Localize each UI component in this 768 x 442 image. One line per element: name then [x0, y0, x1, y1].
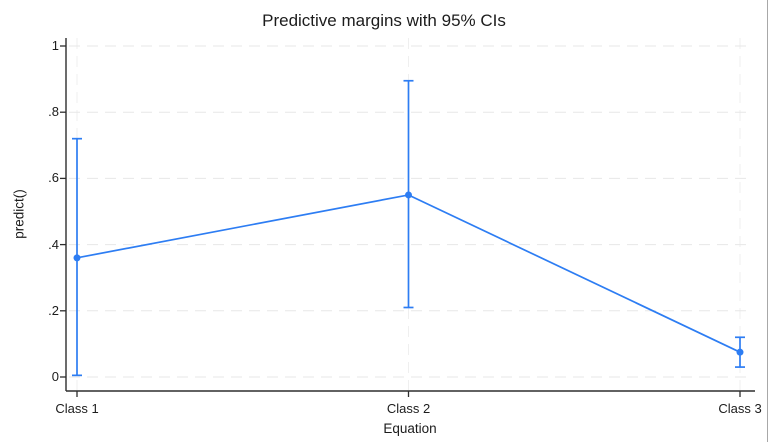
x-tick-label: Class 3 [718, 401, 762, 416]
data-point-marker [405, 191, 412, 199]
y-tick-label: 1 [51, 38, 59, 53]
x-tick-label: Class 1 [55, 401, 99, 416]
y-tick-label: 0 [51, 369, 59, 384]
y-tick-label: .8 [48, 104, 59, 120]
y-axis-title: predict() [11, 189, 27, 239]
y-tick-label: .6 [48, 170, 59, 186]
y-tick-label: .2 [48, 302, 59, 318]
x-tick-label: Class 2 [386, 401, 431, 416]
x-axis-title: Equation [383, 421, 437, 436]
data-point-marker [736, 348, 744, 356]
data-point-marker [73, 254, 81, 262]
y-tick-label: .4 [48, 236, 59, 252]
chart-title: Predictive margins with 95% CIs [262, 11, 506, 30]
